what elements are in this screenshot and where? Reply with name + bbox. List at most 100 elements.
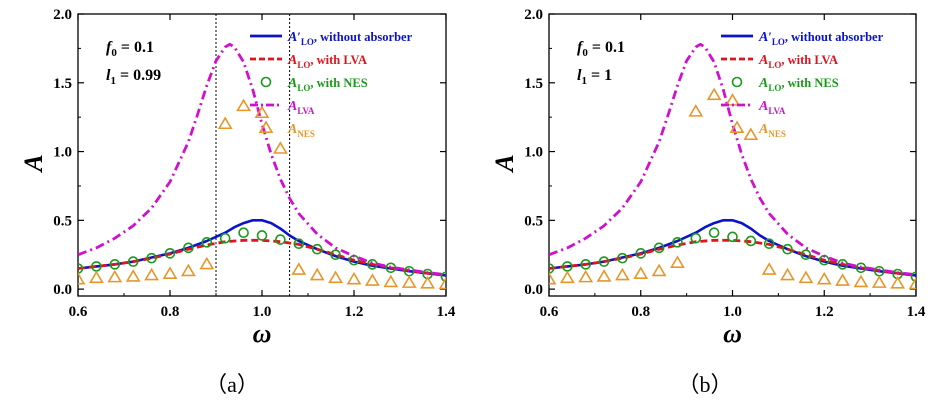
a-nes-marker-point [144, 267, 159, 281]
a-nes-marker-point [549, 271, 557, 285]
nes-marker-point [256, 230, 268, 241]
a-nes-marker-point [328, 270, 343, 284]
a-nes-marker-point [890, 276, 906, 289]
legend-symbol-nes [260, 76, 272, 88]
nes-marker-point [219, 232, 231, 244]
a-nes-marker-point [761, 262, 777, 275]
nes-marker-point [635, 248, 647, 259]
x-tick-label: 1.4 [907, 304, 926, 320]
a-nes-marker-point [291, 262, 307, 275]
nes-marker-point [580, 259, 592, 270]
nes-marker-point [311, 243, 323, 255]
legend-label: ANES [758, 122, 786, 139]
a-nes-marker-point [725, 93, 740, 106]
param-annotation: f0 = 0.1 [577, 39, 625, 59]
nes-marker-point [78, 263, 84, 274]
nes-marker-point [855, 262, 867, 274]
nes-marker-point [549, 263, 555, 274]
nes-marker-point [164, 248, 176, 259]
a-nes-marker-point [89, 270, 104, 284]
y-tick-label: 2.0 [524, 7, 543, 23]
nes-marker-point [330, 249, 341, 261]
y-tick-label: 2.0 [53, 7, 72, 23]
nes-marker-point [293, 238, 305, 250]
a-nes-marker-point [908, 276, 916, 290]
legend-label: ALO, with NES [287, 76, 368, 93]
a-nes-marker-point [559, 270, 575, 284]
a-nes-marker-point [596, 269, 612, 282]
legend: A′LO, without absorber ALO, with LVA ALO, … [721, 30, 884, 139]
a-nes-marker-point [309, 267, 325, 281]
nes-marker-point [201, 237, 213, 248]
y-axis-label: A [490, 154, 519, 173]
y-tick-label: 1.5 [53, 76, 72, 92]
x-tick-label: 1.0 [723, 304, 742, 320]
a-nes-marker-point [853, 274, 869, 288]
nes-marker-point [727, 231, 738, 243]
a-nes-marker-point [438, 276, 446, 290]
plot-frame [77, 13, 447, 297]
legend-label: ALVA [287, 99, 315, 116]
plot-area [78, 42, 446, 290]
y-tick-label: 0.5 [524, 213, 543, 229]
a-nes-marker-point [199, 256, 215, 270]
legend-label: ALO, with LVA [758, 53, 838, 70]
chart-panel-a: 0.6 0.8 1.0 1.2 1.4 0.0 0.5 1.0 1.5 2.0 ω Af0 = 0.1… [19, 7, 456, 397]
a-nes-marker-point [383, 274, 399, 288]
nes-marker-point [598, 256, 610, 267]
a-nes-marker-point [688, 104, 704, 117]
legend-label: ALO, with NES [758, 76, 839, 93]
x-axis-label: ω [253, 319, 272, 348]
nes-marker-point [275, 234, 286, 245]
a-nes-marker-point [578, 269, 594, 283]
plot-area [549, 42, 916, 290]
a-nes-marker-point [633, 266, 649, 279]
nes-marker-point [672, 237, 683, 248]
a-nes-marker-point [743, 127, 759, 141]
nes-marker-point [690, 232, 702, 244]
y-tick-label: 1.5 [524, 76, 543, 92]
param-annotation: f0 = 0.1 [106, 39, 154, 59]
a-nes-marker-point [162, 266, 178, 279]
nes-marker-point [910, 271, 916, 283]
x-tick-label: 1.2 [345, 304, 364, 320]
y-tick-label: 1.0 [524, 145, 543, 161]
a-lva-line [549, 42, 916, 277]
nes-marker-point [653, 242, 665, 254]
legend-label: ANES [287, 122, 315, 139]
legend: A′LO, without absorber ALO, with LVA ALO, … [250, 30, 413, 139]
panel-caption: （a） [205, 372, 259, 397]
a-nes-marker-point [670, 255, 685, 268]
legend-symbol-a-nes [729, 120, 745, 133]
a-nes-marker-point [816, 271, 832, 285]
nes-marker-point [440, 271, 446, 283]
x-tick-label: 1.0 [253, 304, 272, 320]
x-tick-label: 1.2 [815, 304, 834, 320]
a-nes-marker-point [78, 271, 86, 285]
nes-marker-point [183, 242, 194, 254]
legend-label: ALVA [758, 99, 786, 116]
y-tick-label: 0.5 [53, 213, 72, 229]
a-nes-marker-point [871, 275, 887, 288]
nes-marker-point [708, 227, 720, 239]
y-axis-label: A [19, 154, 48, 173]
a-nes-marker-point [346, 271, 362, 285]
nes-marker-point [800, 249, 812, 261]
x-tick-label: 0.6 [540, 304, 559, 320]
legend-label: A′LO, without absorber [758, 30, 884, 47]
a-nes-marker-point [651, 263, 667, 277]
nes-marker-point [745, 235, 757, 247]
panel-caption: （b） [677, 372, 732, 397]
a-nes-marker-point [107, 269, 123, 283]
nes-marker-point [238, 227, 249, 239]
legend-symbol-nes [731, 76, 743, 88]
nes-marker-point [109, 259, 121, 270]
nes-marker-point [763, 238, 775, 250]
legend-label: A′LO, without absorber [287, 30, 413, 47]
x-tick-label: 1.4 [437, 304, 456, 320]
x-tick-label: 0.8 [631, 304, 650, 320]
a-nes-marker-point [181, 263, 196, 277]
legend-symbol-a-nes [258, 120, 274, 133]
a-nes-marker-point [780, 267, 795, 281]
a-nes-marker-point [401, 275, 417, 288]
